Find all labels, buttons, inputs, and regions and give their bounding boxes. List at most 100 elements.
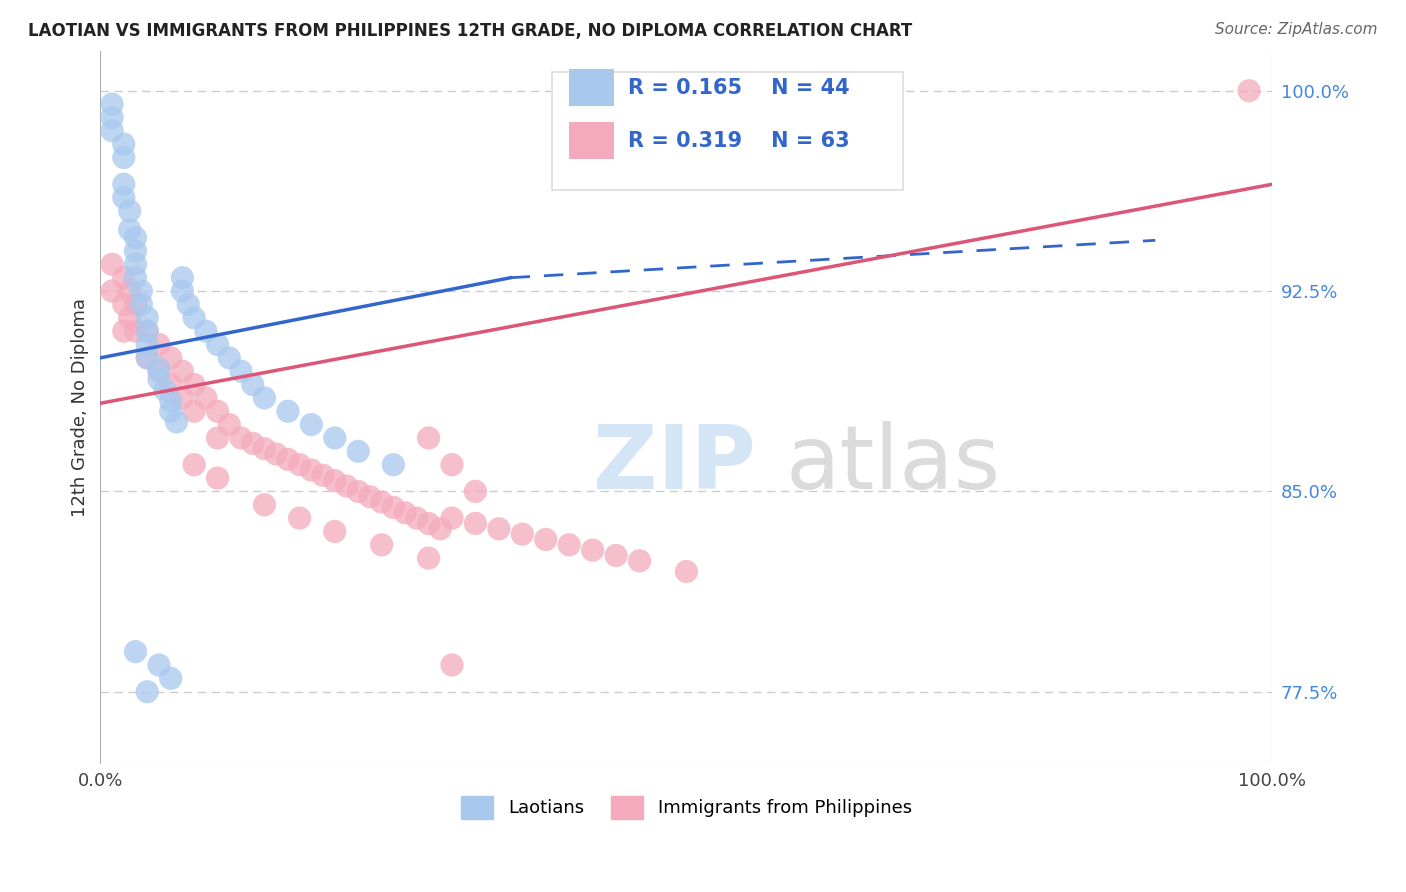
- Point: [440, 458, 463, 472]
- Point: [124, 270, 146, 285]
- Point: [335, 479, 357, 493]
- Text: Source: ZipAtlas.com: Source: ZipAtlas.com: [1215, 22, 1378, 37]
- Point: [194, 324, 217, 338]
- Point: [101, 111, 124, 125]
- Point: [124, 230, 146, 244]
- Point: [124, 297, 146, 311]
- Legend: Laotians, Immigrants from Philippines: Laotians, Immigrants from Philippines: [454, 789, 920, 826]
- Point: [323, 431, 346, 445]
- Point: [464, 516, 486, 531]
- Point: [277, 452, 299, 467]
- Point: [405, 511, 427, 525]
- Point: [628, 554, 651, 568]
- Point: [159, 404, 181, 418]
- Point: [136, 324, 159, 338]
- Point: [172, 284, 194, 298]
- Point: [347, 444, 370, 458]
- Point: [418, 551, 440, 566]
- Point: [218, 417, 240, 432]
- Point: [183, 404, 205, 418]
- Point: [101, 284, 124, 298]
- FancyBboxPatch shape: [551, 72, 903, 190]
- Point: [136, 351, 159, 365]
- Point: [166, 415, 188, 429]
- Point: [277, 404, 299, 418]
- Point: [136, 324, 159, 338]
- Point: [288, 458, 311, 472]
- FancyBboxPatch shape: [569, 122, 614, 159]
- Point: [112, 297, 135, 311]
- Point: [207, 471, 229, 485]
- Point: [112, 151, 135, 165]
- Point: [183, 377, 205, 392]
- Point: [207, 337, 229, 351]
- Point: [418, 431, 440, 445]
- Point: [153, 383, 176, 397]
- Point: [118, 310, 141, 325]
- Point: [394, 506, 416, 520]
- Y-axis label: 12th Grade, No Diploma: 12th Grade, No Diploma: [72, 298, 89, 516]
- Point: [159, 393, 181, 408]
- Point: [124, 324, 146, 338]
- Point: [1237, 84, 1260, 98]
- Point: [124, 244, 146, 258]
- Point: [382, 458, 405, 472]
- Point: [207, 404, 229, 418]
- Point: [323, 524, 346, 539]
- Point: [159, 671, 181, 685]
- Point: [172, 391, 194, 405]
- Point: [253, 391, 276, 405]
- Point: [418, 516, 440, 531]
- Point: [299, 463, 322, 477]
- Point: [194, 391, 217, 405]
- Point: [534, 533, 557, 547]
- Point: [183, 458, 205, 472]
- Point: [148, 372, 170, 386]
- Point: [148, 337, 170, 351]
- Point: [558, 538, 581, 552]
- Point: [159, 351, 181, 365]
- Point: [136, 684, 159, 698]
- Text: atlas: atlas: [786, 421, 1001, 508]
- Point: [382, 500, 405, 515]
- Point: [253, 498, 276, 512]
- Point: [101, 257, 124, 271]
- Point: [124, 645, 146, 659]
- Point: [207, 431, 229, 445]
- Point: [323, 474, 346, 488]
- Point: [440, 658, 463, 673]
- Point: [112, 324, 135, 338]
- Point: [112, 191, 135, 205]
- Point: [112, 137, 135, 152]
- FancyBboxPatch shape: [569, 70, 614, 106]
- Point: [124, 257, 146, 271]
- Point: [148, 658, 170, 673]
- Point: [582, 543, 605, 558]
- Point: [488, 522, 510, 536]
- Point: [136, 310, 159, 325]
- Point: [118, 222, 141, 236]
- Point: [183, 310, 205, 325]
- Text: R = 0.165    N = 44: R = 0.165 N = 44: [628, 78, 849, 98]
- Point: [148, 361, 170, 376]
- Point: [510, 527, 533, 541]
- Point: [464, 484, 486, 499]
- Point: [131, 297, 153, 311]
- Point: [159, 377, 181, 392]
- Point: [242, 377, 264, 392]
- Point: [131, 284, 153, 298]
- Point: [112, 178, 135, 192]
- Point: [136, 337, 159, 351]
- Point: [172, 270, 194, 285]
- Point: [429, 522, 451, 536]
- Point: [101, 97, 124, 112]
- Point: [177, 297, 200, 311]
- Point: [253, 442, 276, 456]
- Point: [218, 351, 240, 365]
- Point: [347, 484, 370, 499]
- Text: ZIP: ZIP: [593, 421, 755, 508]
- Text: R = 0.319    N = 63: R = 0.319 N = 63: [628, 130, 849, 151]
- Point: [370, 495, 392, 509]
- Point: [136, 351, 159, 365]
- Point: [440, 511, 463, 525]
